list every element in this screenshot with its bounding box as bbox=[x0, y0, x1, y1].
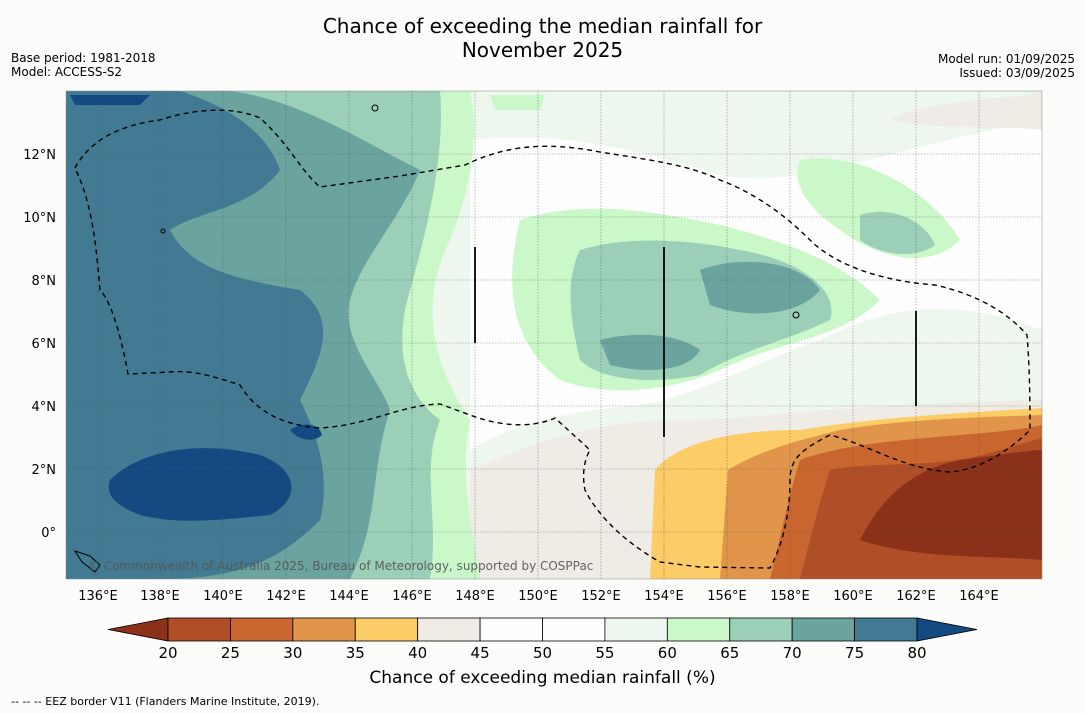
colorbar-label: Chance of exceeding median rainfall (%) bbox=[369, 668, 716, 688]
boundary-lines bbox=[474, 247, 917, 437]
colorbar-segment bbox=[354, 617, 419, 642]
field-darkbrown bbox=[860, 450, 1042, 560]
colorbar-tick: 60 bbox=[658, 644, 677, 662]
colorbar-tick: 35 bbox=[346, 644, 365, 662]
colorbar-segment bbox=[604, 617, 668, 642]
field-darkblue-north bbox=[70, 95, 150, 105]
copyright-text: © Commonwealth of Australia 2025, Bureau… bbox=[88, 559, 593, 573]
field-teal-central bbox=[600, 334, 700, 370]
lat-tick: 4°N bbox=[32, 400, 57, 415]
colorbar-tick: 40 bbox=[408, 644, 427, 662]
lon-tick: 158°E bbox=[770, 589, 810, 604]
graticule bbox=[66, 91, 1042, 579]
colorbar-tick: 50 bbox=[533, 644, 552, 662]
lat-tick: 8°N bbox=[32, 274, 57, 289]
colorbar-segment bbox=[292, 617, 356, 642]
meta-right: Model run: 01/09/2025 Issued: 03/09/2025 bbox=[938, 52, 1075, 80]
colorbar-tick: 80 bbox=[907, 644, 926, 662]
lon-tick: 144°E bbox=[329, 589, 369, 604]
colorbar-segment bbox=[167, 617, 231, 642]
lon-tick: 140°E bbox=[203, 589, 243, 604]
colorbar-extend-low bbox=[107, 617, 169, 642]
lat-tick: 2°N bbox=[32, 463, 57, 478]
base-period: Base period: 1981-2018 bbox=[11, 51, 156, 65]
lat-tick: 6°N bbox=[32, 337, 57, 352]
colorbar-ticks: 20 25 30 35 40 45 50 55 60 65 70 75 80 bbox=[158, 644, 926, 662]
lon-tick: 160°E bbox=[833, 589, 873, 604]
lon-tick: 154°E bbox=[644, 589, 684, 604]
lon-tick: 138°E bbox=[140, 589, 180, 604]
colorbar-tick: 55 bbox=[595, 644, 614, 662]
colorbar-segment bbox=[417, 617, 481, 642]
field-darkblue bbox=[108, 448, 292, 521]
map-title: Chance of exceeding the median rainfall … bbox=[0, 14, 1085, 62]
colorbar-segment bbox=[729, 617, 793, 642]
colorbar-tick: 70 bbox=[783, 644, 802, 662]
lon-tick: 152°E bbox=[581, 589, 621, 604]
footer-note: -- -- -- EEZ border V11 (Flanders Marine… bbox=[11, 695, 320, 708]
lon-tick: 162°E bbox=[896, 589, 936, 604]
colorbar bbox=[107, 617, 978, 642]
title-line-1: Chance of exceeding the median rainfall … bbox=[322, 14, 763, 38]
lat-tick: 0° bbox=[41, 526, 56, 541]
lat-tick: 12°N bbox=[23, 148, 56, 163]
colorbar-tick: 25 bbox=[221, 644, 240, 662]
islands bbox=[73, 104, 800, 573]
lon-tick: 150°E bbox=[518, 589, 558, 604]
colorbar-segment bbox=[854, 617, 918, 642]
issued-date: Issued: 03/09/2025 bbox=[959, 66, 1075, 80]
colorbar-tick: 75 bbox=[845, 644, 864, 662]
meta-left: Base period: 1981-2018 Model: ACCESS-S2 bbox=[11, 51, 156, 79]
colorbar-segment bbox=[542, 617, 606, 642]
lon-tick: 164°E bbox=[959, 589, 999, 604]
lon-ticks: 136°E 138°E 140°E 142°E 144°E 146°E 148°… bbox=[78, 589, 999, 604]
colorbar-extend-high bbox=[916, 617, 978, 642]
colorbar-segment bbox=[230, 617, 294, 642]
lat-tick: 10°N bbox=[23, 211, 56, 226]
colorbar-tick: 65 bbox=[720, 644, 739, 662]
eez-border bbox=[74, 109, 1031, 569]
model-run: Model run: 01/09/2025 bbox=[937, 52, 1075, 66]
lon-tick: 142°E bbox=[266, 589, 306, 604]
colorbar-tick: 45 bbox=[471, 644, 490, 662]
field-grey-north bbox=[890, 91, 1042, 130]
map-area bbox=[66, 91, 1042, 579]
field-darkblue-small bbox=[290, 424, 322, 440]
model-name: Model: ACCESS-S2 bbox=[11, 65, 123, 79]
map-frame bbox=[65, 90, 1043, 580]
field-mint-east bbox=[860, 211, 935, 255]
lon-tick: 136°E bbox=[78, 589, 118, 604]
lon-tick: 156°E bbox=[707, 589, 747, 604]
field-green-north bbox=[490, 95, 545, 110]
lon-tick: 148°E bbox=[455, 589, 495, 604]
colorbar-tick: 20 bbox=[158, 644, 177, 662]
colorbar-segment bbox=[791, 617, 855, 642]
colorbar-segment bbox=[666, 617, 731, 642]
colorbar-segment bbox=[479, 617, 543, 642]
lat-ticks: 12°N 10°N 8°N 6°N 4°N 2°N 0° bbox=[23, 148, 56, 541]
lon-tick: 146°E bbox=[392, 589, 432, 604]
colorbar-tick: 30 bbox=[283, 644, 302, 662]
title-line-2: November 2025 bbox=[461, 38, 624, 62]
